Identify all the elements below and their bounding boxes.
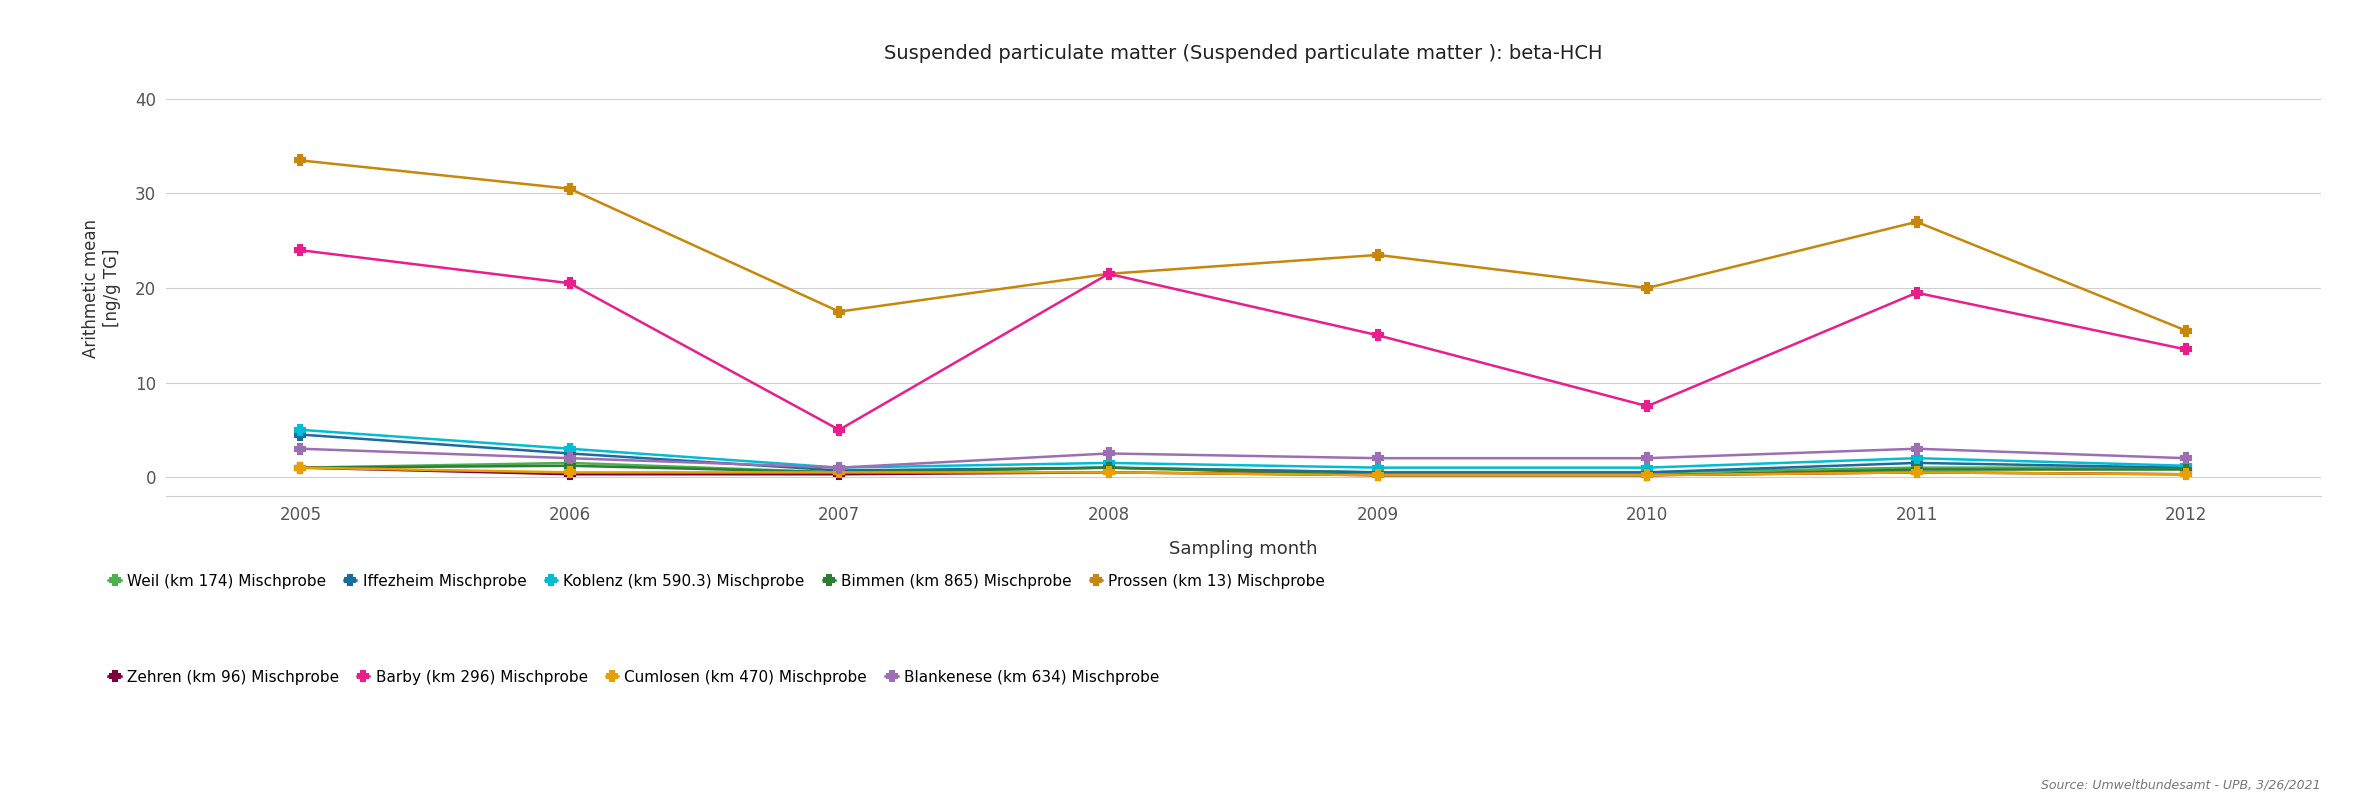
Prossen (km 13) Mischprobe [2171, 326, 2200, 335]
Cumlosen (km 470) Mischprobe [1902, 467, 1930, 477]
Blankenese (km 634) Mischprobe [1094, 449, 1122, 458]
Barby (km 296) Mischprobe [1634, 402, 1662, 411]
Barby (km 296) Mischprobe [1094, 269, 1122, 278]
Barby (km 296) Mischprobe [1902, 288, 1930, 298]
Bimmen (km 865) Mischprobe [1364, 470, 1392, 480]
Blankenese (km 634) Mischprobe [556, 454, 585, 463]
Iffezheim Mischprobe [2171, 463, 2200, 473]
Bimmen (km 865) Mischprobe [1094, 463, 1122, 473]
Koblenz (km 590.3) Mischprobe [287, 425, 315, 434]
Bimmen (km 865) Mischprobe [2171, 465, 2200, 474]
Iffezheim Mischprobe [556, 449, 585, 458]
Bimmen (km 865) Mischprobe [1902, 465, 1930, 474]
Koblenz (km 590.3) Mischprobe [1094, 458, 1122, 468]
X-axis label: Sampling month: Sampling month [1170, 540, 1317, 558]
Weil (km 174) Mischprobe [824, 467, 852, 477]
Iffezheim Mischprobe [1634, 467, 1662, 477]
Line: Iffezheim Mischprobe: Iffezheim Mischprobe [296, 430, 2190, 478]
Weil (km 174) Mischprobe [1902, 463, 1930, 473]
Bimmen (km 865) Mischprobe [1634, 470, 1662, 480]
Line: Weil (km 174) Mischprobe: Weil (km 174) Mischprobe [296, 458, 2190, 478]
Cumlosen (km 470) Mischprobe [1364, 470, 1392, 480]
Text: Source: Umweltbundesamt - UPB, 3/26/2021: Source: Umweltbundesamt - UPB, 3/26/2021 [2041, 779, 2321, 792]
Blankenese (km 634) Mischprobe [1902, 444, 1930, 454]
Title: Suspended particulate matter (Suspended particulate matter ): beta-HCH: Suspended particulate matter (Suspended … [883, 44, 1603, 63]
Line: Zehren (km 96) Mischprobe: Zehren (km 96) Mischprobe [296, 462, 2190, 480]
Iffezheim Mischprobe [824, 466, 852, 475]
Bimmen (km 865) Mischprobe [824, 467, 852, 477]
Barby (km 296) Mischprobe [824, 425, 852, 434]
Iffezheim Mischprobe [1094, 463, 1122, 473]
Barby (km 296) Mischprobe [556, 278, 585, 288]
Prossen (km 13) Mischprobe [1634, 283, 1662, 293]
Line: Koblenz (km 590.3) Mischprobe: Koblenz (km 590.3) Mischprobe [296, 425, 2190, 473]
Zehren (km 96) Mischprobe [1364, 470, 1392, 480]
Cumlosen (km 470) Mischprobe [1094, 467, 1122, 477]
Zehren (km 96) Mischprobe [824, 470, 852, 479]
Line: Prossen (km 13) Mischprobe: Prossen (km 13) Mischprobe [296, 155, 2190, 335]
Line: Cumlosen (km 470) Mischprobe: Cumlosen (km 470) Mischprobe [296, 462, 2190, 480]
Koblenz (km 590.3) Mischprobe [1634, 463, 1662, 473]
Prossen (km 13) Mischprobe [556, 184, 585, 194]
Koblenz (km 590.3) Mischprobe [2171, 461, 2200, 470]
Koblenz (km 590.3) Mischprobe [556, 444, 585, 454]
Barby (km 296) Mischprobe [1364, 330, 1392, 340]
Y-axis label: Arithmetic mean
[ng/g TG]: Arithmetic mean [ng/g TG] [83, 218, 121, 358]
Koblenz (km 590.3) Mischprobe [1902, 454, 1930, 463]
Cumlosen (km 470) Mischprobe [2171, 470, 2200, 479]
Weil (km 174) Mischprobe [1364, 467, 1392, 477]
Line: Barby (km 296) Mischprobe: Barby (km 296) Mischprobe [296, 246, 2190, 434]
Blankenese (km 634) Mischprobe [2171, 454, 2200, 463]
Weil (km 174) Mischprobe [1094, 463, 1122, 473]
Zehren (km 96) Mischprobe [556, 470, 585, 479]
Zehren (km 96) Mischprobe [1634, 470, 1662, 480]
Bimmen (km 865) Mischprobe [556, 461, 585, 470]
Zehren (km 96) Mischprobe [2171, 470, 2200, 479]
Prossen (km 13) Mischprobe [1364, 250, 1392, 260]
Weil (km 174) Mischprobe [1634, 467, 1662, 477]
Prossen (km 13) Mischprobe [1094, 269, 1122, 278]
Line: Blankenese (km 634) Mischprobe: Blankenese (km 634) Mischprobe [296, 444, 2190, 473]
Barby (km 296) Mischprobe [287, 246, 315, 255]
Cumlosen (km 470) Mischprobe [556, 467, 585, 477]
Barby (km 296) Mischprobe [2171, 345, 2200, 354]
Cumlosen (km 470) Mischprobe [287, 463, 315, 473]
Blankenese (km 634) Mischprobe [287, 444, 315, 454]
Weil (km 174) Mischprobe [2171, 463, 2200, 473]
Legend: Zehren (km 96) Mischprobe, Barby (km 296) Mischprobe, Cumlosen (km 470) Mischpro: Zehren (km 96) Mischprobe, Barby (km 296… [102, 664, 1165, 691]
Zehren (km 96) Mischprobe [1902, 467, 1930, 477]
Weil (km 174) Mischprobe [556, 458, 585, 468]
Zehren (km 96) Mischprobe [1094, 467, 1122, 477]
Line: Bimmen (km 865) Mischprobe: Bimmen (km 865) Mischprobe [296, 461, 2190, 480]
Koblenz (km 590.3) Mischprobe [1364, 463, 1392, 473]
Prossen (km 13) Mischprobe [1902, 217, 1930, 226]
Prossen (km 13) Mischprobe [287, 155, 315, 165]
Blankenese (km 634) Mischprobe [824, 463, 852, 473]
Cumlosen (km 470) Mischprobe [824, 467, 852, 477]
Iffezheim Mischprobe [287, 430, 315, 439]
Blankenese (km 634) Mischprobe [1634, 454, 1662, 463]
Weil (km 174) Mischprobe [287, 463, 315, 473]
Prossen (km 13) Mischprobe [824, 307, 852, 317]
Cumlosen (km 470) Mischprobe [1634, 470, 1662, 480]
Zehren (km 96) Mischprobe [287, 463, 315, 473]
Legend: Weil (km 174) Mischprobe, Iffezheim Mischprobe, Koblenz (km 590.3) Mischprobe, B: Weil (km 174) Mischprobe, Iffezheim Misc… [102, 568, 1331, 595]
Bimmen (km 865) Mischprobe [287, 463, 315, 473]
Koblenz (km 590.3) Mischprobe [824, 463, 852, 473]
Iffezheim Mischprobe [1364, 467, 1392, 477]
Blankenese (km 634) Mischprobe [1364, 454, 1392, 463]
Iffezheim Mischprobe [1902, 458, 1930, 468]
